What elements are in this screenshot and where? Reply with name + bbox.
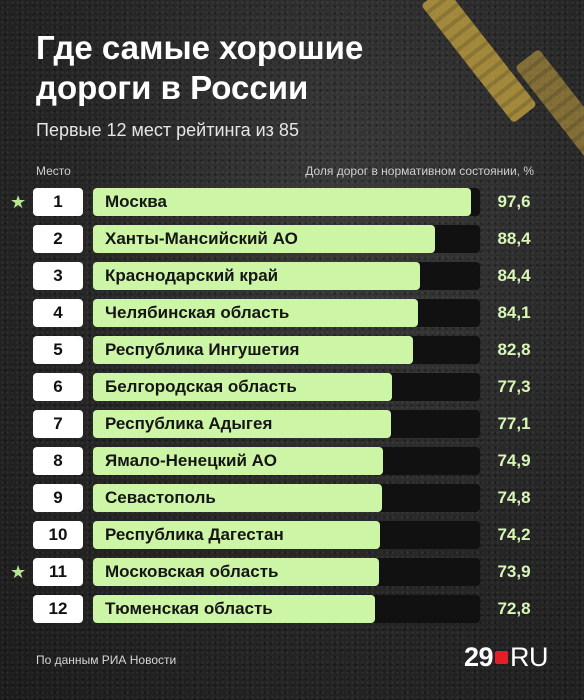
value-label: 74,2 — [497, 525, 531, 544]
bar-track: Челябинская область — [93, 299, 480, 327]
value-label: 84,1 — [497, 303, 531, 322]
bar — [93, 521, 381, 549]
rank-badge: 6 — [33, 373, 83, 401]
rank-badge: 12 — [33, 595, 83, 623]
region-label: Республика Ингушетия — [105, 340, 300, 359]
chart-title: Где самые хорошие дороги в России — [36, 29, 364, 106]
value-label: 77,1 — [497, 414, 531, 433]
site-logo: 29 RU — [463, 642, 549, 673]
value-label: 77,3 — [497, 377, 531, 396]
bar-track: Белгородская область — [93, 373, 480, 401]
bar-row: ★ 1 Москва 97,6 — [0, 188, 584, 216]
logo-suffix: RU — [510, 642, 549, 672]
bar-row: 7 Республика Адыгея 77,1 — [0, 410, 584, 438]
star-icon: ★ — [10, 192, 27, 212]
region-label: Москва — [105, 192, 167, 211]
logo-number: 29 — [463, 642, 494, 672]
bar-row: 12 Тюменская область 72,8 — [0, 595, 584, 623]
value-label: 84,4 — [497, 266, 531, 285]
rank-badge: 11 — [33, 558, 83, 586]
value-label: 88,4 — [497, 229, 531, 248]
bar — [93, 299, 419, 327]
rank-badge: 2 — [33, 225, 83, 253]
rank-badge: 8 — [33, 447, 83, 475]
region-label: Белгородская область — [105, 377, 297, 396]
region-label: Республика Дагестан — [105, 525, 284, 544]
region-label: Ямало-Ненецкий АО — [105, 451, 277, 470]
bar-row: 3 Краснодарский край 84,4 — [0, 262, 584, 290]
bar — [93, 262, 420, 290]
bar-track: Ямало-Ненецкий АО — [93, 447, 480, 475]
bar-track: Московская область — [93, 558, 480, 586]
bar — [93, 447, 383, 475]
rank-badge: 7 — [33, 410, 83, 438]
region-label: Республика Адыгея — [105, 414, 273, 433]
value-label: 74,9 — [497, 451, 531, 470]
bar — [93, 595, 375, 623]
region-label: Краснодарский край — [105, 266, 279, 285]
rank-badge: 9 — [33, 484, 83, 512]
bar-row: 4 Челябинская область 84,1 — [0, 299, 584, 327]
bar-track: Республика Ингушетия — [93, 336, 480, 364]
value-label: 97,6 — [497, 192, 531, 211]
value-label: 72,8 — [497, 599, 531, 618]
rank-badge: 1 — [33, 188, 83, 216]
bar — [93, 484, 383, 512]
bar-row: 9 Севастополь 74,8 — [0, 484, 584, 512]
region-label: Ханты-Мансийский АО — [105, 229, 298, 248]
value-label: 82,8 — [497, 340, 531, 359]
logo-dot-icon — [495, 651, 508, 664]
bar-track: Ханты-Мансийский АО — [93, 225, 480, 253]
region-label: Челябинская область — [105, 303, 290, 322]
rank-badge: 10 — [33, 521, 83, 549]
bar-row: ★ 11 Московская область 73,9 — [0, 558, 584, 586]
value-column-header: Доля дорог в нормативном состоянии, % — [305, 164, 534, 178]
rank-column-header: Место — [36, 164, 71, 178]
bar-track: Краснодарский край — [93, 262, 480, 290]
bar-track: Тюменская область — [93, 595, 480, 623]
bar-row: 2 Ханты-Мансийский АО 88,4 — [0, 225, 584, 253]
value-label: 73,9 — [497, 562, 531, 581]
bar — [93, 558, 379, 586]
source-note: По данным РИА Новости — [36, 653, 177, 667]
rank-badge: 4 — [33, 299, 83, 327]
bar — [93, 373, 393, 401]
region-label: Московская область — [105, 562, 279, 581]
bar — [93, 225, 436, 253]
rank-badge: 5 — [33, 336, 83, 364]
bar-row: 6 Белгородская область 77,3 — [0, 373, 584, 401]
bar-row: 5 Республика Ингушетия 82,8 — [0, 336, 584, 364]
star-icon: ★ — [10, 562, 27, 582]
bar — [93, 410, 392, 438]
bar-track: Республика Адыгея — [93, 410, 480, 438]
bar-row: 10 Республика Дагестан 74,2 — [0, 521, 584, 549]
bar — [93, 188, 471, 216]
rank-badge: 3 — [33, 262, 83, 290]
bar-track: Республика Дагестан — [93, 521, 480, 549]
bar — [93, 336, 414, 364]
chart-subtitle: Первые 12 мест рейтинга из 85 — [36, 120, 299, 140]
bar-track: Москва — [93, 188, 480, 216]
region-label: Севастополь — [105, 488, 216, 507]
region-label: Тюменская область — [105, 599, 273, 618]
bar-row: 8 Ямало-Ненецкий АО 74,9 — [0, 447, 584, 475]
bar-track: Севастополь — [93, 484, 480, 512]
value-label: 74,8 — [497, 488, 531, 507]
